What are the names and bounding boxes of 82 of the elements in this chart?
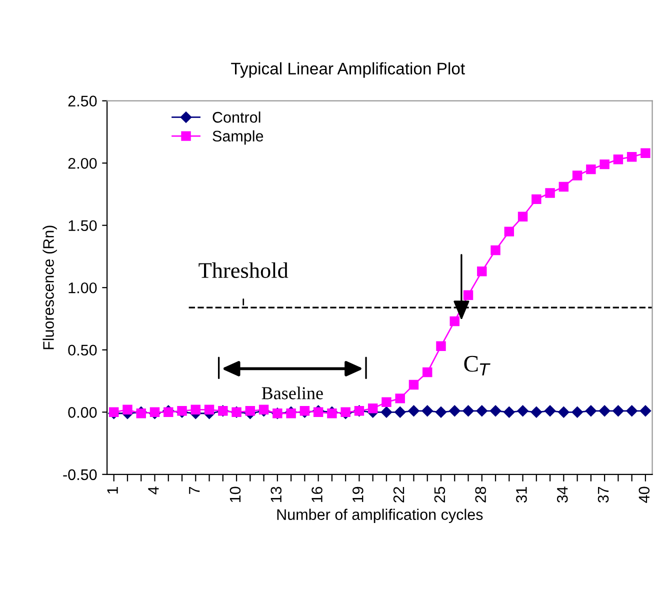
point	[408, 380, 419, 390]
point	[108, 407, 119, 417]
legend-label: Control	[212, 112, 260, 123]
y-tick-label: 0.00	[68, 407, 97, 418]
x-tick-label: 25	[434, 486, 446, 502]
point	[204, 404, 214, 415]
point	[545, 188, 555, 198]
point	[490, 245, 500, 256]
x-tick-label: 4	[148, 486, 159, 494]
point	[463, 290, 474, 300]
point	[477, 266, 487, 276]
point	[613, 154, 624, 164]
point	[612, 405, 624, 416]
point	[626, 152, 637, 162]
point	[504, 406, 515, 418]
y-tick-label: 2.50	[68, 96, 97, 106]
point	[530, 406, 542, 418]
point	[572, 406, 583, 418]
point	[422, 405, 433, 416]
point	[286, 408, 296, 418]
legend-label: Sample	[212, 130, 264, 145]
point	[544, 405, 556, 416]
y-axis-title: Fluorescence (Rn)	[42, 226, 57, 350]
x-tick-label: 28	[475, 486, 486, 502]
point	[150, 407, 160, 417]
point	[600, 159, 610, 170]
x-tick-label: 40	[638, 486, 650, 503]
point	[382, 397, 392, 408]
point	[558, 182, 569, 192]
y-tick-label: 2.00	[68, 158, 97, 169]
point	[394, 406, 406, 418]
point	[340, 407, 350, 417]
x-tick-label: 1	[107, 486, 118, 494]
point	[422, 367, 432, 378]
point	[517, 405, 528, 416]
x-tick-label: 37	[598, 486, 609, 503]
point	[177, 406, 187, 416]
point	[462, 405, 474, 416]
point	[327, 408, 337, 418]
y-tick-label: 1.00	[68, 282, 97, 294]
point	[504, 226, 514, 236]
point	[558, 406, 570, 418]
point	[640, 405, 652, 416]
point	[300, 406, 310, 416]
point	[572, 170, 582, 180]
point	[640, 148, 650, 158]
point	[586, 164, 596, 174]
point	[532, 194, 542, 204]
x-tick-label: 7	[189, 486, 200, 494]
point	[395, 394, 405, 404]
point	[408, 405, 420, 416]
point	[190, 404, 200, 415]
point	[436, 341, 446, 351]
point	[490, 405, 502, 416]
point	[518, 212, 528, 222]
point	[245, 406, 256, 416]
ref-line-label: Threshold	[198, 262, 288, 278]
x-tick-label: 31	[516, 486, 527, 503]
x-tick-label: 22	[393, 486, 404, 502]
point	[476, 405, 488, 416]
point	[122, 404, 132, 415]
y-tick-label: -0.50	[63, 469, 97, 480]
y-tick-label: 0.50	[68, 344, 97, 356]
x-tick-label: 19	[352, 486, 364, 502]
point	[626, 405, 638, 416]
point	[598, 405, 610, 416]
x-tick-label: 13	[270, 486, 282, 502]
point	[136, 408, 146, 418]
point	[450, 316, 460, 326]
x-tick-label: 34	[556, 486, 568, 503]
x-axis-title: Number of amplification cycles	[277, 508, 483, 523]
annotation: Baseline	[262, 386, 323, 400]
x-tick-label: 16	[312, 486, 322, 502]
x-tick-label: 10	[230, 486, 241, 502]
point	[449, 405, 460, 416]
point	[585, 405, 597, 416]
point	[368, 404, 378, 414]
point	[435, 406, 447, 418]
y-tick-label: 1.50	[68, 220, 97, 232]
point	[380, 406, 392, 418]
chart-title: Typical Linear Amplification Plot	[231, 62, 465, 78]
annotation: C$_{T}$	[464, 356, 490, 376]
